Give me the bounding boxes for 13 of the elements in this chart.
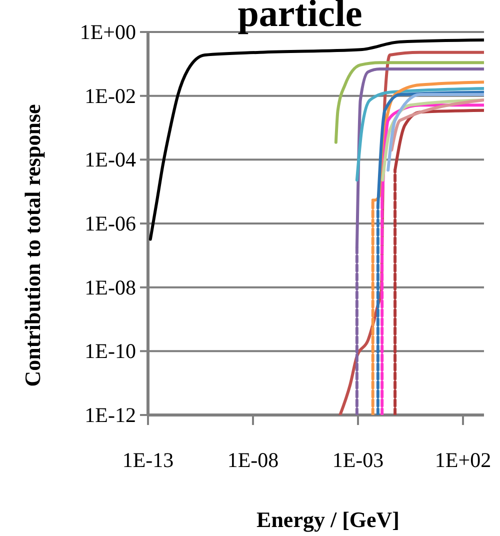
y-tick-label: 1E-10 <box>84 339 136 364</box>
y-tick-label: 1E-06 <box>84 212 136 236</box>
y-tick-label: 1E-02 <box>84 84 136 108</box>
y-axis-title: Contribution to total response <box>20 104 45 387</box>
y-tick-label: 1E-04 <box>84 148 136 172</box>
x-tick-label: 1E-08 <box>227 448 279 472</box>
x-tick-label: 1E-03 <box>332 448 384 472</box>
y-tick-label: 1E+00 <box>80 20 136 44</box>
x-axis-title: Energy / [GeV] <box>256 507 400 532</box>
x-tick-label: 1E+02 <box>434 448 492 472</box>
x-tick-label: 1E-13 <box>122 448 174 472</box>
y-tick-label: 1E-08 <box>84 275 136 300</box>
y-tick-label: 1E-12 <box>84 403 136 427</box>
